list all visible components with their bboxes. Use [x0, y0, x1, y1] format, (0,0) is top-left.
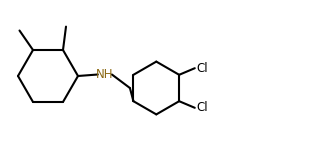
Text: NH: NH — [96, 68, 113, 81]
Text: Cl: Cl — [196, 101, 208, 114]
Text: Cl: Cl — [196, 62, 208, 75]
